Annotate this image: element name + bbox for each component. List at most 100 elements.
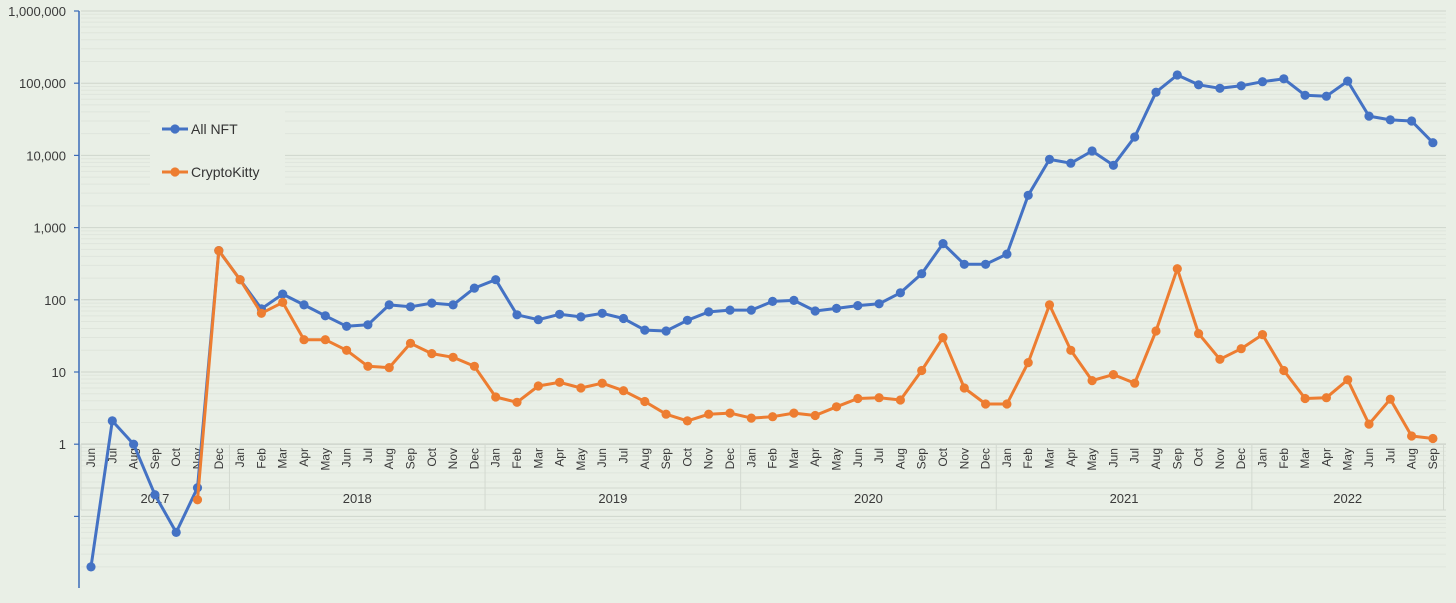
data-point (981, 399, 991, 409)
x-month-label: Apr (1064, 448, 1078, 467)
data-point (746, 305, 756, 315)
x-month-label: Jul (872, 448, 886, 463)
data-point (746, 413, 756, 423)
data-point (576, 383, 586, 393)
data-point (256, 308, 266, 318)
data-point (278, 297, 288, 307)
data-point (768, 412, 778, 422)
x-month-label: May (830, 448, 844, 471)
data-point (214, 246, 224, 256)
data-point (1428, 433, 1438, 444)
data-point (405, 338, 416, 348)
legend-swatch-marker (170, 167, 180, 177)
data-point (1236, 81, 1246, 91)
data-point (1343, 375, 1353, 385)
data-point (512, 397, 522, 407)
data-point (874, 299, 884, 309)
x-month-label: Dec (979, 448, 993, 469)
x-month-label: Jun (1106, 448, 1120, 467)
data-point (618, 313, 629, 324)
data-point (895, 288, 906, 298)
series-layer (86, 70, 1438, 572)
data-point (981, 259, 991, 269)
data-point (491, 275, 501, 285)
data-point (448, 300, 458, 310)
data-point (469, 361, 479, 371)
data-point (682, 416, 693, 426)
data-point (320, 335, 330, 345)
x-month-label: Sep (659, 448, 673, 470)
x-month-label: Jul (1383, 448, 1397, 463)
data-point (1002, 399, 1012, 409)
data-point (1300, 393, 1310, 404)
x-month-label: Jan (744, 448, 758, 467)
data-point (533, 381, 543, 391)
data-point (384, 363, 394, 373)
data-point (895, 395, 906, 405)
x-month-label: Oct (680, 447, 694, 466)
data-point (384, 300, 394, 310)
data-point (107, 416, 117, 426)
legend-label: All NFT (191, 121, 238, 137)
x-month-label: Nov (1213, 448, 1227, 469)
data-point (1407, 116, 1417, 126)
data-point (725, 305, 735, 315)
data-point (555, 377, 565, 387)
x-month-label: Jan (489, 448, 503, 467)
data-point (938, 333, 948, 343)
data-point (853, 301, 863, 311)
data-point (1066, 158, 1076, 168)
y-tick-label: 1,000 (33, 221, 66, 236)
data-point (1194, 329, 1204, 339)
y-tick-label: 1 (59, 437, 66, 452)
data-point (1321, 393, 1331, 403)
data-point (597, 378, 607, 388)
x-month-label: Feb (254, 448, 268, 469)
x-month-label: Mar (1043, 448, 1057, 469)
data-point (576, 312, 586, 322)
data-point (640, 325, 650, 335)
data-point (704, 409, 714, 419)
data-point (1279, 74, 1289, 84)
data-point (1087, 376, 1097, 386)
data-point (512, 310, 522, 320)
y-tick-label: 10 (52, 365, 66, 380)
data-point (1044, 154, 1055, 164)
y-tick-label: 100 (44, 293, 66, 308)
x-month-label: Jul (361, 448, 375, 463)
data-point (1236, 344, 1246, 354)
data-point (1428, 138, 1438, 148)
x-month-label: Mar (531, 448, 545, 469)
data-point (533, 315, 543, 325)
x-month-label: Jan (1256, 448, 1270, 467)
x-month-label: May (1341, 448, 1355, 471)
data-point (278, 289, 288, 299)
x-month-label: Sep (148, 448, 162, 470)
data-point (555, 309, 565, 319)
data-point (1364, 111, 1374, 121)
data-point (1044, 300, 1055, 310)
x-month-label: Jan (233, 448, 247, 467)
x-month-label: Jun (595, 448, 609, 467)
data-point (789, 408, 799, 418)
series-line (89, 73, 1434, 568)
data-point (1023, 358, 1033, 368)
y-tick-label: 100,000 (19, 76, 66, 91)
x-month-label: Jun (1362, 448, 1376, 467)
x-month-label: Apr (297, 448, 311, 467)
x-month-label: Dec (1234, 448, 1248, 469)
data-point (299, 300, 309, 310)
data-point (1151, 87, 1161, 97)
data-point (1257, 77, 1268, 87)
series-cryptokitty (192, 246, 1438, 505)
gridlines (81, 10, 1446, 568)
data-point (810, 410, 820, 421)
data-point (320, 311, 330, 321)
x-month-label: Jun (340, 448, 354, 467)
x-month-label: Oct (425, 447, 439, 466)
data-point (917, 269, 927, 279)
x-year-label: 2019 (598, 491, 627, 506)
data-point (1194, 80, 1204, 90)
